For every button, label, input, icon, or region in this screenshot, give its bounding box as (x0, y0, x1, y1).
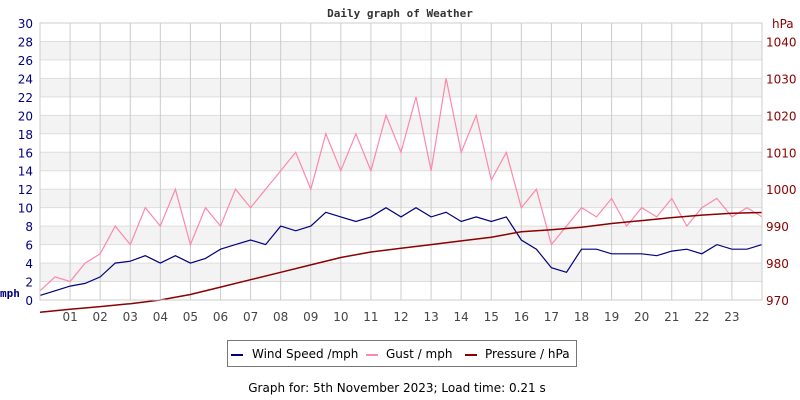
x-tick-label: 22 (694, 310, 709, 324)
right-tick-label: 1030 (766, 72, 797, 86)
right-tick-label: 1000 (766, 183, 797, 197)
x-tick-label: 01 (62, 310, 77, 324)
left-tick-label: 28 (18, 35, 33, 49)
x-tick-label: 06 (213, 310, 228, 324)
left-tick-label: 24 (18, 72, 33, 86)
left-tick-label: 22 (18, 91, 33, 105)
x-tick-label: 13 (423, 310, 438, 324)
legend-label-wind: Wind Speed /mph (252, 347, 358, 361)
right-tick-label: 1040 (766, 35, 797, 49)
legend-label-gust: Gust / mph (386, 347, 452, 361)
legend-swatch-wind (231, 354, 243, 356)
legend-box (227, 340, 577, 367)
left-tick-label: 14 (18, 165, 33, 179)
x-tick-label: 05 (183, 310, 198, 324)
left-tick-label: 8 (25, 220, 33, 234)
left-tick-label: 2 (25, 276, 33, 290)
x-tick-label: 17 (544, 310, 559, 324)
x-tick-label: 21 (664, 310, 679, 324)
left-tick-label: 4 (25, 257, 33, 271)
right-tick-label: 1020 (766, 109, 797, 123)
footer-text: Graph for: 5th November 2023; Load time:… (248, 381, 546, 395)
left-tick-label: 10 (18, 202, 33, 216)
plot-frame (39, 22, 763, 301)
legend-label-pressure: Pressure / hPa (485, 347, 570, 361)
x-tick-label: 23 (724, 310, 739, 324)
left-tick-label: 30 (18, 17, 33, 31)
x-axis-ticks: 01 02 03 04 05 06 07 08 09 10 11 12 13 14 15 16 17 18 19 20… (62, 310, 739, 324)
right-tick-label: 990 (766, 220, 789, 234)
x-tick-label: 02 (93, 310, 108, 324)
x-tick-label: 03 (123, 310, 138, 324)
x-tick-label: 04 (153, 310, 168, 324)
x-tick-label: 19 (604, 310, 619, 324)
x-tick-label: 20 (634, 310, 649, 324)
x-tick-label: 07 (243, 310, 258, 324)
x-tick-label: 15 (484, 310, 499, 324)
right-axis-ticks: 970 980 990 1000 1010 1020 1030 1040 (766, 35, 797, 308)
left-tick-label: 20 (18, 109, 33, 123)
right-tick-label: 970 (766, 294, 789, 308)
legend-swatch-gust (366, 354, 378, 356)
x-tick-label: 16 (514, 310, 529, 324)
chart-title: Daily graph of Weather (327, 7, 473, 20)
x-tick-label: 14 (454, 310, 469, 324)
x-tick-label: 11 (363, 310, 378, 324)
x-tick-label: 10 (333, 310, 348, 324)
left-axis-unit: mph (0, 287, 20, 300)
legend-swatch-pressure (465, 354, 477, 356)
left-tick-label: 26 (18, 54, 33, 68)
right-tick-label: 980 (766, 257, 789, 271)
left-tick-label: 0 (25, 294, 33, 308)
right-tick-label: 1010 (766, 146, 797, 160)
x-tick-label: 12 (393, 310, 408, 324)
left-tick-label: 16 (18, 146, 33, 160)
x-tick-label: 18 (574, 310, 589, 324)
left-tick-label: 12 (18, 183, 33, 197)
right-axis-unit: hPa (772, 17, 794, 31)
x-tick-label: 08 (273, 310, 288, 324)
legend: Wind Speed /mph Gust / mph Pressure / hP… (227, 340, 577, 367)
x-tick-label: 09 (303, 310, 318, 324)
left-tick-label: 18 (18, 128, 33, 142)
left-tick-label: 6 (25, 239, 33, 253)
